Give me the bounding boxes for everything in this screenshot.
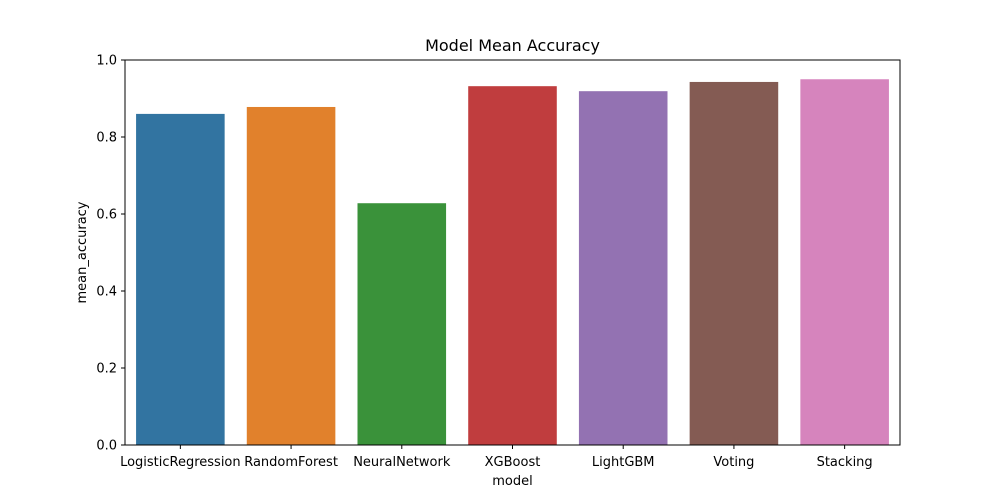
y-axis: 0.0 0.2 0.4 0.6 0.8 1.0 — [96, 54, 125, 454]
bar-LogisticRegression — [136, 113, 225, 446]
bar-XGBoost — [468, 86, 557, 446]
y-tick-label: 0.4 — [96, 285, 117, 300]
y-tick-label: 0.0 — [96, 439, 117, 454]
x-tick-label: LogisticRegression — [120, 455, 241, 470]
bar-RandomForest — [246, 106, 336, 445]
chart-title: Model Mean Accuracy — [425, 36, 600, 55]
x-tick-label: Stacking — [817, 455, 873, 470]
x-tick-label: LightGBM — [592, 455, 655, 470]
y-tick-label: 1.0 — [96, 54, 117, 69]
y-tick-label: 0.8 — [96, 131, 117, 146]
x-tick-label: NeuralNetwork — [353, 455, 451, 470]
bar-Stacking — [800, 79, 889, 445]
x-tick-label: Voting — [713, 455, 754, 470]
x-tick-label: RandomForest — [244, 455, 338, 470]
y-axis-label: mean_accuracy — [75, 201, 90, 303]
bar-LightGBM — [578, 91, 668, 445]
x-tick-label: XGBoost — [485, 455, 541, 470]
bar-Voting — [689, 81, 779, 445]
y-tick-label: 0.6 — [96, 208, 117, 223]
bar-NeuralNetwork — [357, 203, 447, 445]
x-axis-label: model — [492, 474, 532, 489]
x-axis: LogisticRegression RandomForest NeuralNetw… — [120, 445, 873, 470]
bars-layer — [136, 79, 889, 446]
y-tick-label: 0.2 — [96, 362, 117, 377]
